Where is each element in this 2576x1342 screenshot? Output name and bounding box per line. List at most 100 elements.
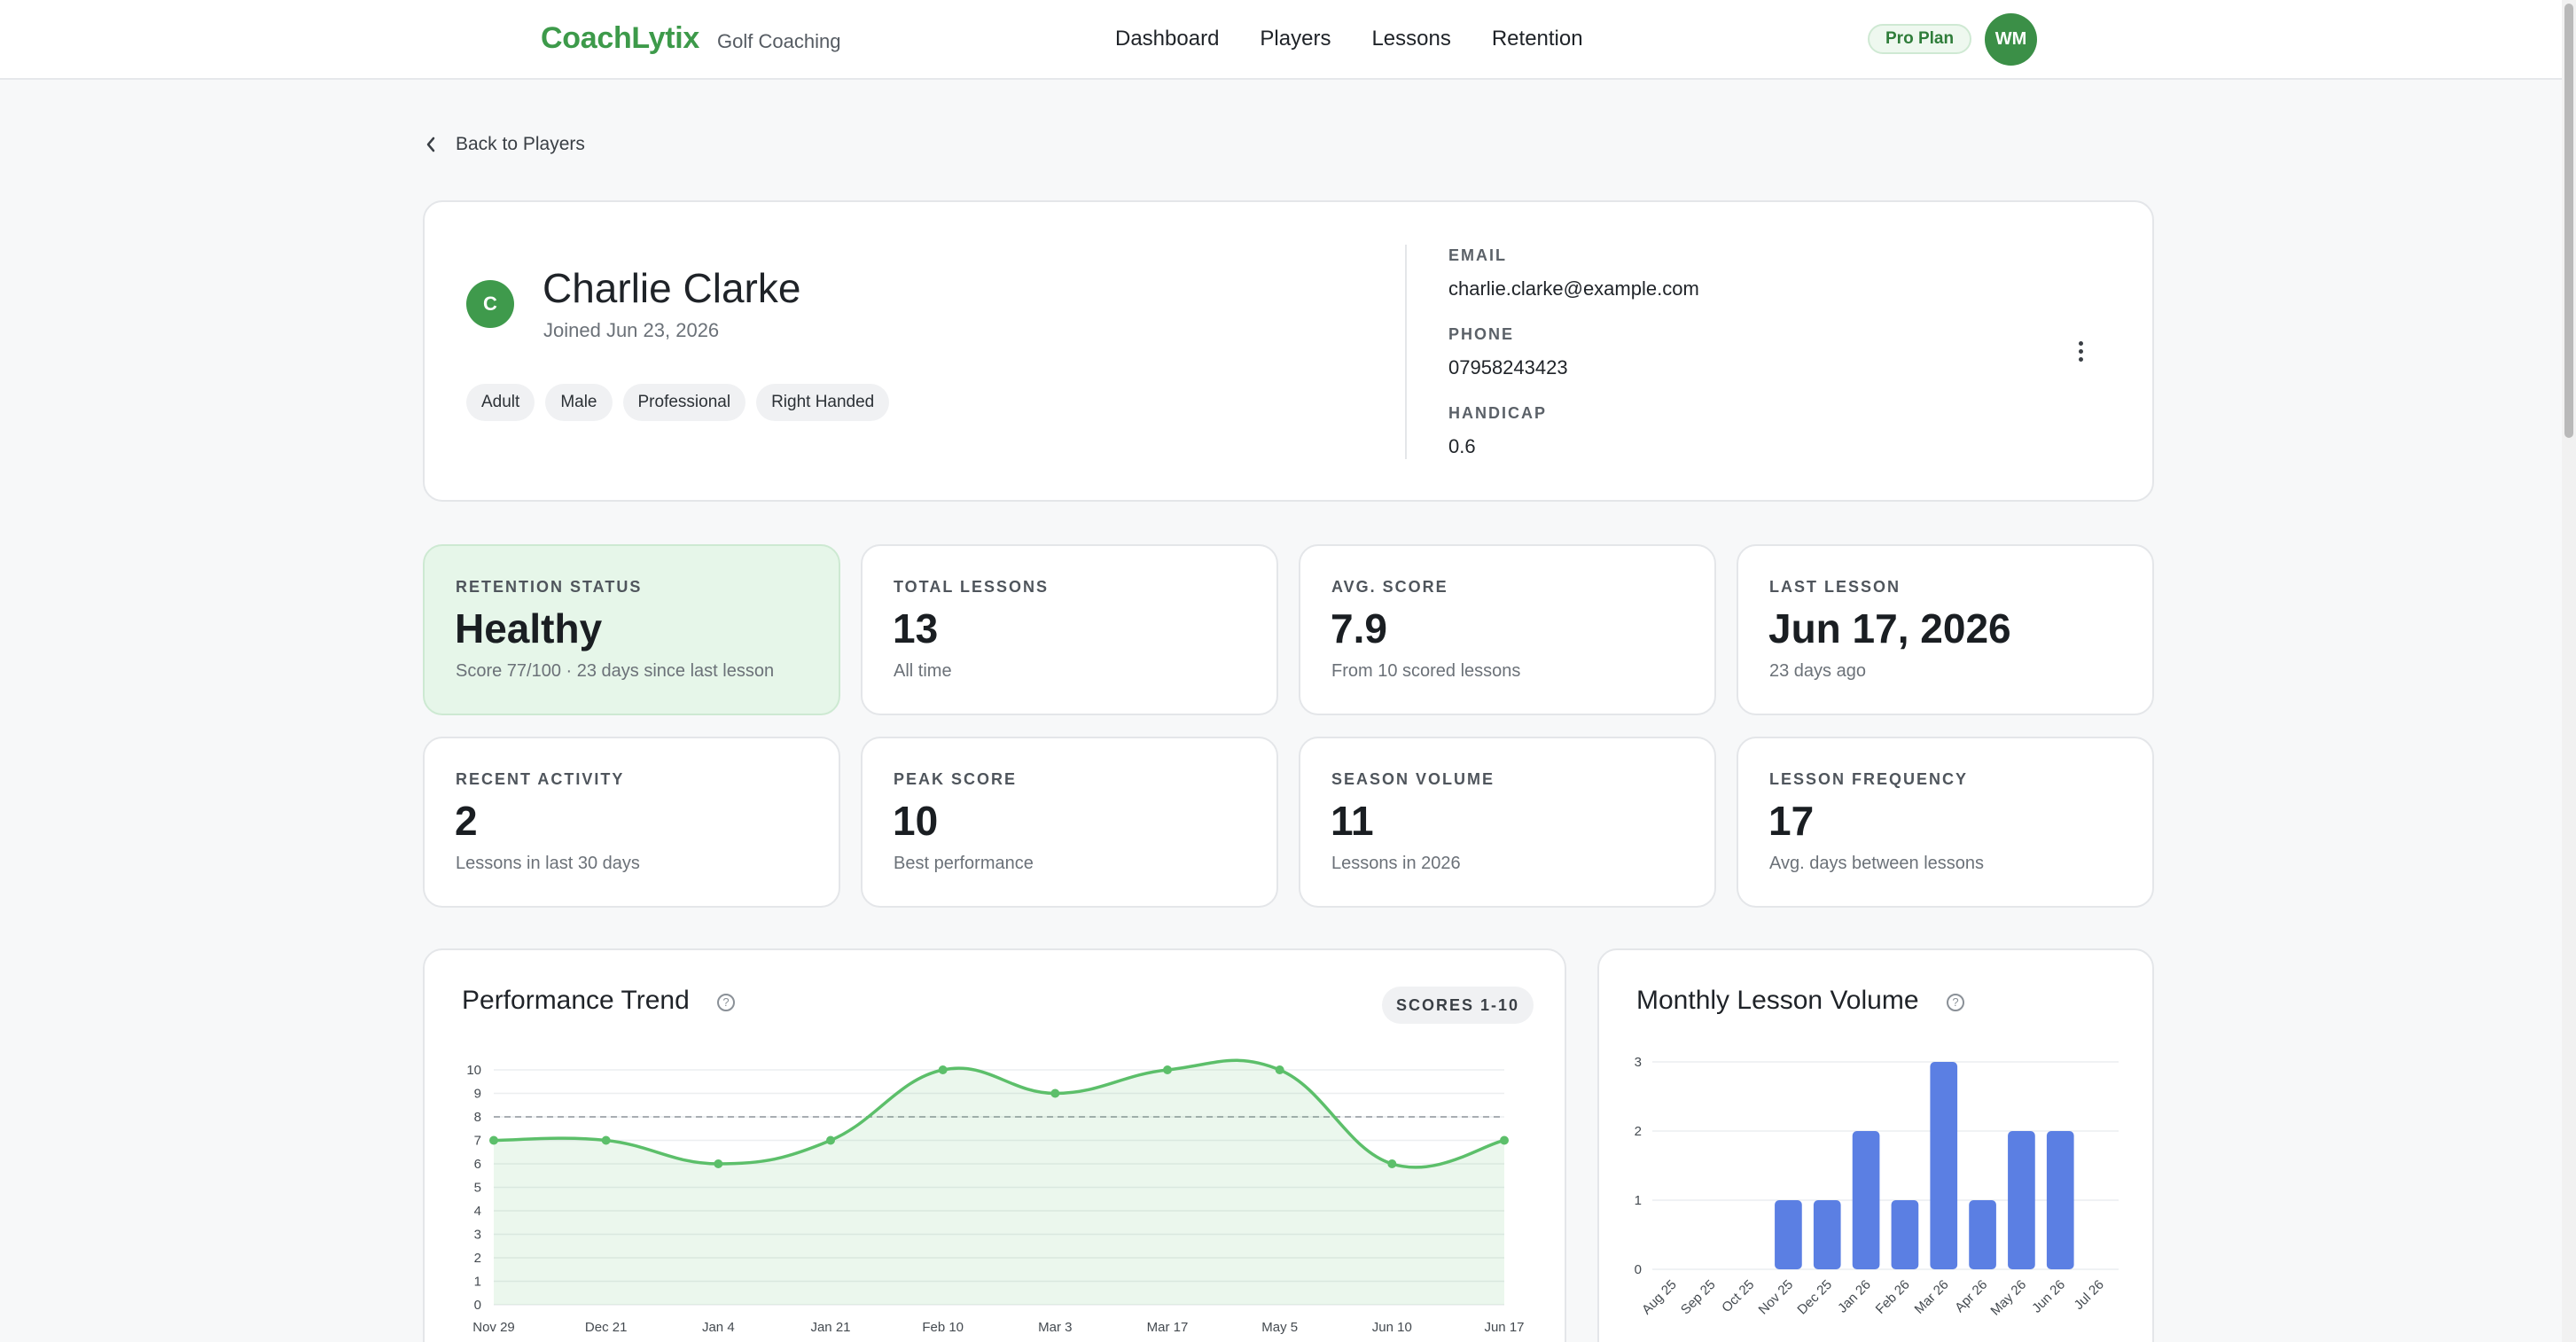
y-tick-label: 2	[474, 1251, 481, 1266]
stat-subtext: From 10 scored lessons	[1331, 661, 1521, 681]
stat-value: Jun 17, 2026	[1768, 605, 2011, 651]
data-point	[1500, 1135, 1509, 1145]
stat-label: SEASON VOLUME	[1331, 770, 1495, 788]
bar	[1930, 1062, 1958, 1269]
bar	[1969, 1200, 1996, 1269]
plan-badge: Pro Plan	[1868, 24, 1972, 54]
performance-trend-card: Performance Trend ? SCORES 1-10 0 1 2 3 4 5 6 7…	[423, 948, 1566, 1342]
series-area	[494, 1060, 1504, 1305]
bar	[1852, 1131, 1880, 1269]
bar	[2046, 1131, 2074, 1269]
nav-retention[interactable]: Retention	[1491, 27, 1583, 51]
x-tick-label: May 26	[1987, 1277, 2029, 1319]
data-point	[714, 1159, 723, 1168]
stat-season-volume: SEASON VOLUME 11 Lessons in 2026	[1299, 737, 1716, 908]
y-tick-label: 7	[474, 1134, 481, 1149]
email-value[interactable]: charlie.clarke@example.com	[1448, 277, 1699, 300]
x-tick-label: Jun 17	[1484, 1320, 1524, 1335]
stat-label: RECENT ACTIVITY	[456, 770, 625, 788]
stat-subtext: 23 days ago	[1769, 661, 1866, 681]
stat-value: 7.9	[1331, 605, 1387, 651]
stat-value: 13	[893, 605, 939, 651]
x-tick-label: Aug 25	[1639, 1277, 1680, 1318]
brand[interactable]: CoachLytix Golf Coaching	[541, 21, 840, 56]
phone-value[interactable]: 07958243423	[1448, 356, 1568, 378]
stat-label: TOTAL LESSONS	[894, 578, 1050, 596]
help-icon[interactable]: ?	[1947, 994, 1964, 1011]
monthly-volume-title: Monthly Lesson Volume	[1636, 986, 1919, 1015]
x-tick-label: Mar 26	[1912, 1277, 1952, 1317]
x-tick-label: Jan 26	[1835, 1277, 1874, 1316]
x-tick-label: Jul 26	[2072, 1277, 2107, 1313]
handicap-label: HANDICAP	[1448, 404, 1548, 422]
stat-subtext: Avg. days between lessons	[1769, 854, 1985, 873]
stat-recent-activity: RECENT ACTIVITY 2 Lessons in last 30 day…	[423, 737, 840, 908]
tag-level: Professional	[622, 384, 746, 421]
x-tick-label: Jun 26	[2029, 1277, 2068, 1316]
stat-lesson-frequency: LESSON FREQUENCY 17 Avg. days between le…	[1737, 737, 2154, 908]
x-tick-label: Jun 10	[1372, 1320, 1412, 1335]
nav-lessons[interactable]: Lessons	[1371, 27, 1451, 51]
x-tick-label: May 5	[1261, 1320, 1298, 1335]
nav-dashboard[interactable]: Dashboard	[1115, 27, 1220, 51]
main-nav: Dashboard Players Lessons Retention	[1115, 27, 1583, 51]
y-tick-label: 4	[474, 1204, 481, 1219]
stat-peak-score: PEAK SCORE 10 Best performance	[861, 737, 1278, 908]
y-tick-label: 9	[474, 1087, 481, 1102]
bar	[1813, 1200, 1841, 1269]
top-navigation-bar: CoachLytix Golf Coaching Dashboard Playe…	[0, 0, 2562, 80]
brand-subtitle: Golf Coaching	[717, 30, 841, 52]
x-tick-label: Feb 26	[1873, 1277, 1913, 1317]
x-tick-label: Nov 29	[472, 1320, 515, 1335]
stat-label: AVG. SCORE	[1331, 578, 1448, 596]
nav-players[interactable]: Players	[1260, 27, 1331, 51]
bar	[2008, 1131, 2035, 1269]
data-point	[1275, 1065, 1284, 1074]
email-block: EMAIL charlie.clarke@example.com	[1448, 246, 1699, 300]
y-tick-label: 1	[1635, 1193, 1642, 1208]
data-point	[826, 1135, 835, 1145]
back-to-players-link[interactable]: Back to Players	[425, 134, 585, 155]
bar	[1775, 1200, 1802, 1269]
stat-subtext: Lessons in last 30 days	[456, 854, 640, 873]
scrollbar-thumb[interactable]	[2564, 4, 2573, 438]
x-tick-label: Dec 21	[585, 1320, 628, 1335]
stat-label: PEAK SCORE	[894, 770, 1018, 788]
tag-gender: Male	[545, 384, 613, 421]
series-line	[493, 1058, 1505, 1169]
x-tick-label: Apr 26	[1952, 1277, 1990, 1315]
y-tick-label: 8	[474, 1110, 481, 1125]
y-tick-label: 6	[474, 1157, 481, 1172]
y-tick-label: 0	[1635, 1262, 1642, 1277]
handicap-block: HANDICAP 0.6	[1448, 404, 1547, 458]
email-label: EMAIL	[1448, 246, 1507, 264]
tag-age-group: Adult	[466, 384, 535, 421]
stat-subtext: All time	[894, 661, 952, 681]
x-tick-label: Jan 21	[810, 1320, 850, 1335]
more-options-icon[interactable]	[2075, 341, 2086, 366]
data-point	[1050, 1088, 1060, 1098]
stat-label: RETENTION STATUS	[456, 578, 643, 596]
user-avatar[interactable]: WM	[1985, 13, 2037, 66]
player-profile-card: C Charlie Clarke Joined Jun 23, 2026 Adu…	[423, 200, 2154, 502]
data-point	[489, 1135, 498, 1145]
stat-total-lessons: TOTAL LESSONS 13 All time	[861, 544, 1278, 715]
x-tick-label: Sep 25	[1678, 1277, 1719, 1318]
stat-last-lesson: LAST LESSON Jun 17, 2026 23 days ago	[1737, 544, 2154, 715]
player-avatar: C	[466, 280, 514, 328]
handicap-value: 0.6	[1448, 435, 1476, 457]
data-point	[1387, 1159, 1397, 1168]
stat-value: 10	[893, 798, 939, 844]
scores-range-badge: SCORES 1-10	[1382, 987, 1534, 1024]
player-name: Charlie Clarke	[543, 265, 801, 311]
help-icon[interactable]: ?	[717, 994, 735, 1011]
stat-label: LAST LESSON	[1769, 578, 1901, 596]
x-tick-label: Feb 10	[922, 1320, 964, 1335]
y-tick-label: 0	[474, 1298, 481, 1313]
tag-handedness: Right Handed	[756, 384, 890, 421]
bar	[1891, 1200, 1919, 1269]
data-point	[938, 1065, 948, 1074]
profile-divider	[1405, 245, 1407, 459]
performance-trend-title: Performance Trend	[462, 986, 690, 1015]
